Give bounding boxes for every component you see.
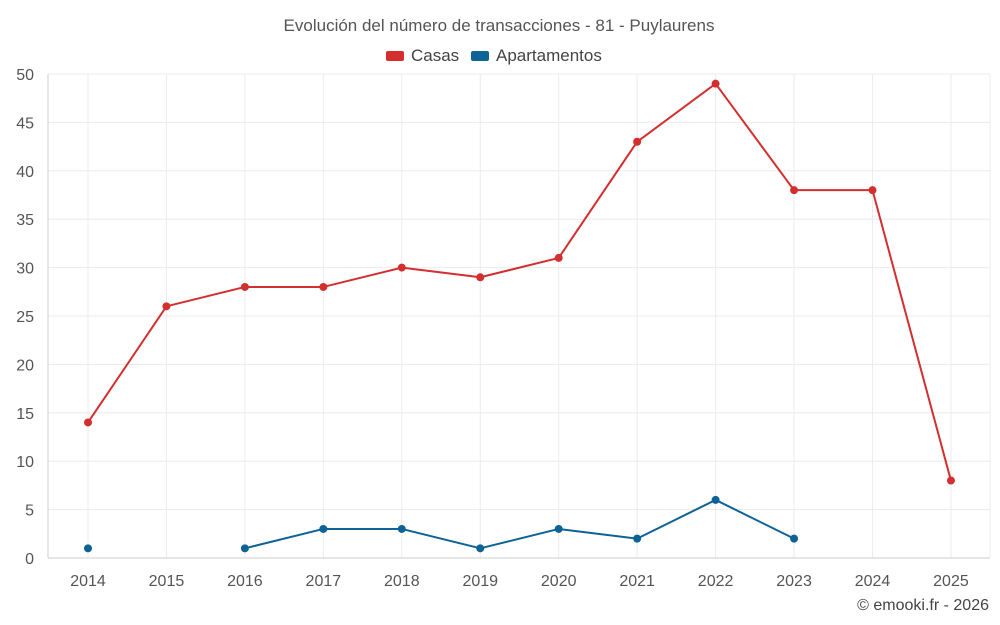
- data-point-casas-2016[interactable]: [240, 282, 249, 291]
- series-casas: [84, 79, 955, 485]
- x-tick-label: 2019: [462, 573, 498, 590]
- data-point-casas-2021[interactable]: [633, 137, 642, 146]
- x-tick-label: 2023: [776, 573, 812, 590]
- data-point-casas-2024[interactable]: [868, 186, 877, 195]
- y-tick-label: 30: [16, 261, 34, 278]
- y-tick-label: 35: [16, 212, 34, 229]
- data-point-apartamentos-2018[interactable]: [397, 524, 406, 533]
- y-tick-label: 5: [25, 503, 34, 520]
- data-point-casas-2019[interactable]: [476, 273, 485, 282]
- legend: Casas Apartamentos: [386, 46, 602, 65]
- series: [84, 79, 955, 553]
- data-point-casas-2014[interactable]: [84, 418, 92, 427]
- y-tick-label: 40: [16, 164, 34, 181]
- x-tick-label: 2021: [619, 573, 655, 590]
- y-tick-label: 50: [16, 67, 34, 84]
- x-tick-label: 2022: [698, 573, 734, 590]
- y-tick-label: 0: [25, 551, 34, 568]
- credit-text: © emooki.fr - 2026: [857, 597, 989, 614]
- chart-title: Evolución del número de transacciones - …: [284, 16, 715, 35]
- grid: [48, 73, 991, 558]
- y-tick-label: 15: [16, 406, 34, 423]
- legend-item-casas[interactable]: Casas: [386, 46, 459, 65]
- legend-label-apartamentos: Apartamentos: [496, 46, 602, 65]
- x-tick-label: 2014: [70, 573, 106, 590]
- data-point-apartamentos-2014[interactable]: [84, 544, 92, 553]
- x-tick-label: 2017: [306, 573, 342, 590]
- legend-swatch-casas: [386, 51, 404, 61]
- data-point-casas-2018[interactable]: [397, 263, 406, 272]
- y-tick-label: 45: [16, 115, 34, 132]
- legend-swatch-apartamentos: [471, 51, 489, 61]
- legend-label-casas: Casas: [411, 46, 459, 65]
- x-tick-label: 2020: [541, 573, 577, 590]
- x-tick-label: 2015: [149, 573, 185, 590]
- data-point-apartamentos-2016[interactable]: [240, 544, 249, 553]
- data-point-apartamentos-2017[interactable]: [319, 524, 328, 533]
- y-tick-label: 20: [16, 357, 34, 374]
- series-line-casas: [87, 82, 952, 481]
- data-point-apartamentos-2020[interactable]: [554, 524, 563, 533]
- data-point-apartamentos-2022[interactable]: [711, 495, 720, 504]
- data-point-casas-2023[interactable]: [790, 186, 799, 195]
- data-point-casas-2025[interactable]: [946, 476, 955, 485]
- data-point-casas-2022[interactable]: [711, 79, 720, 88]
- data-point-casas-2020[interactable]: [554, 253, 563, 262]
- data-point-apartamentos-2023[interactable]: [790, 534, 799, 543]
- series-line-apartamentos: [244, 498, 795, 550]
- y-tick-label: 25: [16, 309, 34, 326]
- data-point-casas-2015[interactable]: [162, 302, 171, 311]
- series-apartamentos: [84, 495, 799, 553]
- x-tick-label: 2024: [855, 573, 891, 590]
- x-tick-label: 2016: [227, 573, 263, 590]
- data-point-casas-2017[interactable]: [319, 282, 328, 291]
- x-tick-label: 2025: [933, 573, 969, 590]
- data-point-apartamentos-2019[interactable]: [476, 544, 485, 553]
- legend-item-apartamentos[interactable]: Apartamentos: [471, 46, 602, 65]
- data-point-apartamentos-2021[interactable]: [633, 534, 642, 543]
- y-tick-label: 10: [16, 454, 34, 471]
- x-tick-label: 2018: [384, 573, 420, 590]
